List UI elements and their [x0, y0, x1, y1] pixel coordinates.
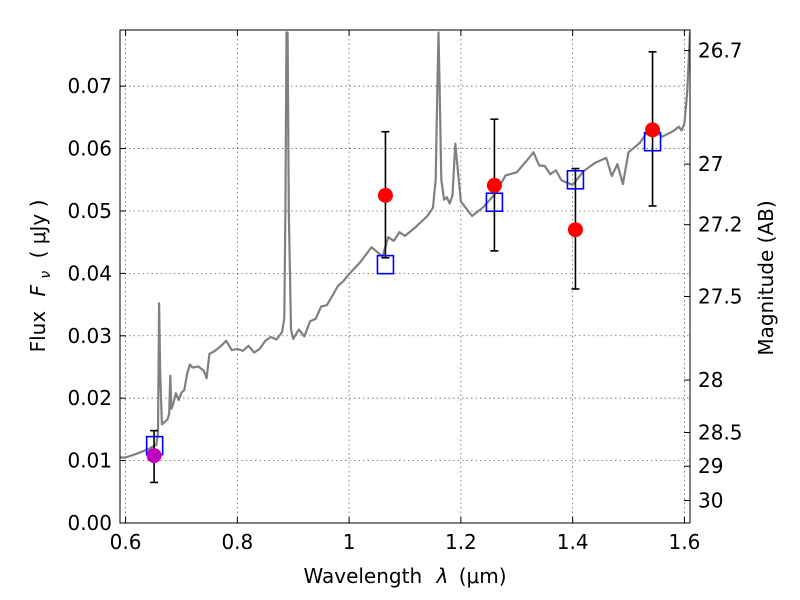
y-axis-label-symbol: F: [26, 284, 50, 296]
y-tick-label: 0.06: [67, 137, 112, 161]
observed-point: [486, 177, 502, 193]
tick-layer: 0.6 0.8 1 1.2 1.4 1.6 0.00 0.01 0.02 0.03 0.04 0.05…: [67, 30, 743, 554]
x-tick-label: 1.4: [557, 530, 589, 554]
y2-tick-label: 27: [698, 152, 723, 176]
x-tick-label: 0.6: [110, 530, 142, 554]
y-tick-label: 0.01: [67, 449, 112, 473]
y-axis-label-unit: ( μJy ): [26, 200, 50, 259]
observed-point: [645, 122, 661, 138]
model-point: [566, 169, 585, 190]
x-axis-label-symbol: λ: [436, 564, 449, 588]
y2-tick-label: 26.7: [698, 39, 743, 63]
y-tick-label: 0.02: [67, 386, 112, 410]
y2-tick-label: 27.2: [698, 213, 743, 237]
y2-tick-label: 30: [698, 489, 723, 513]
errorbar-layer: [150, 51, 657, 484]
sed-line: [120, 31, 690, 459]
y2-tick-label: 28: [698, 368, 723, 392]
y2-tick-label: 28.5: [698, 421, 743, 445]
y2-tick-label: 27.5: [698, 284, 743, 308]
model-point: [376, 254, 395, 275]
x-axis-label: Wavelength λ (μm): [303, 564, 506, 588]
model-point: [485, 192, 504, 213]
y2-axis-label: Magnitude (AB): [754, 200, 778, 355]
y-tick-label: 0.07: [67, 74, 112, 98]
observed-point: [567, 222, 583, 238]
observed-layer: [146, 122, 661, 464]
x-axis-label-unit: (μm): [459, 564, 507, 588]
x-axis-label-prefix: Wavelength: [303, 564, 422, 588]
x-tick-label: 1.6: [669, 530, 701, 554]
observed-point: [146, 448, 162, 464]
y-tick-label: 0.05: [67, 199, 112, 223]
plot-area: [120, 31, 690, 484]
y-axis-label-prefix: Flux: [26, 311, 50, 353]
y-tick-label: 0.04: [67, 261, 112, 285]
y-axis-label-subscript: ν: [38, 271, 54, 279]
y-tick-label: 0.00: [67, 511, 112, 535]
y2-tick-label: 29: [698, 454, 723, 478]
x-tick-label: 1.2: [445, 530, 477, 554]
observed-point: [377, 187, 393, 203]
x-tick-label: 1: [343, 530, 356, 554]
y-tick-label: 0.03: [67, 324, 112, 348]
x-tick-label: 0.8: [221, 530, 253, 554]
model-layer: [145, 131, 662, 456]
sed-layer: [120, 31, 690, 459]
y-axis-label: Flux F ν ( μJy ): [26, 200, 55, 353]
plot-frame: [119, 29, 691, 524]
grid-layer: [120, 30, 690, 524]
